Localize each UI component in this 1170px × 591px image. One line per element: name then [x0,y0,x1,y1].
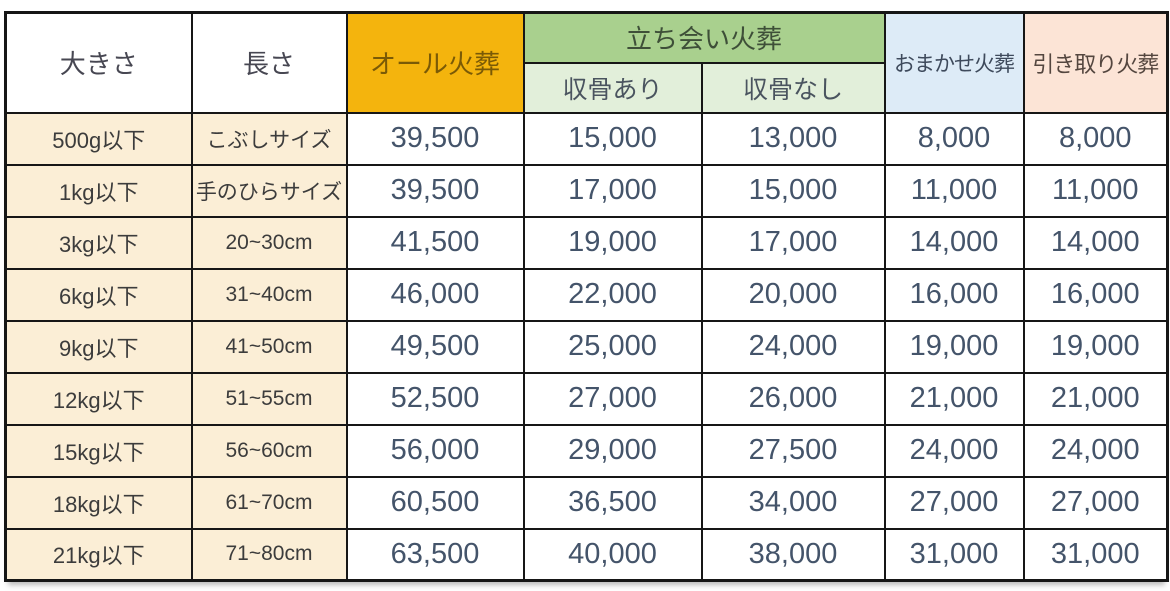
price-pickup-cremation: 11,000 [1022,163,1169,218]
col-header-size: 大きさ [4,11,193,114]
row-length-label: 71~80cm [190,527,348,582]
price-attended-without-bones: 24,000 [700,319,886,374]
price-omakase-cremation: 24,000 [883,423,1025,478]
row-length-label: 20~30cm [190,215,348,270]
table-row: 12kg以下 51~55cm 52,500 27,000 26,000 21,000 21,… [4,371,1169,426]
table-row: 1kg以下 手のひらサイズ 39,500 17,000 15,000 11,000 11,0… [4,163,1169,218]
cremation-price-table: 大きさ 長さ オール火葬 立ち会い火葬 おまかせ火葬 引き取り火葬 収骨あり 収… [4,11,1170,582]
price-omakase-cremation: 8,000 [883,111,1025,166]
table-row: 500g以下 こぶしサイズ 39,500 15,000 13,000 8,000 8,000 [4,111,1169,166]
price-all-cremation: 52,500 [345,371,525,426]
price-attended-without-bones: 17,000 [700,215,886,270]
row-size-label: 18kg以下 [4,475,193,530]
table-row: 6kg以下 31~40cm 46,000 22,000 20,000 16,000 16,0… [4,267,1169,322]
table-row: 18kg以下 61~70cm 60,500 36,500 34,000 27,000 27,… [4,475,1169,530]
price-pickup-cremation: 8,000 [1022,111,1169,166]
col-header-bones-collected: 収骨あり [522,61,703,114]
row-length-label: こぶしサイズ [190,111,348,166]
col-header-attended-cremation: 立ち会い火葬 [522,11,886,64]
price-pickup-cremation: 27,000 [1022,475,1169,530]
price-all-cremation: 49,500 [345,319,525,374]
price-attended-with-bones: 40,000 [522,527,703,582]
row-size-label: 9kg以下 [4,319,193,374]
price-pickup-cremation: 16,000 [1022,267,1169,322]
price-attended-without-bones: 26,000 [700,371,886,426]
price-attended-with-bones: 15,000 [522,111,703,166]
price-attended-with-bones: 25,000 [522,319,703,374]
row-size-label: 3kg以下 [4,215,193,270]
price-attended-without-bones: 15,000 [700,163,886,218]
price-attended-without-bones: 27,500 [700,423,886,478]
col-header-all-cremation: オール火葬 [345,11,525,114]
price-attended-with-bones: 27,000 [522,371,703,426]
price-all-cremation: 56,000 [345,423,525,478]
row-size-label: 12kg以下 [4,371,193,426]
price-attended-with-bones: 17,000 [522,163,703,218]
row-size-label: 6kg以下 [4,267,193,322]
table-row: 3kg以下 20~30cm 41,500 19,000 17,000 14,000 14,0… [4,215,1169,270]
price-omakase-cremation: 16,000 [883,267,1025,322]
header-row-top: 大きさ 長さ オール火葬 立ち会い火葬 おまかせ火葬 引き取り火葬 [4,11,1169,114]
row-size-label: 15kg以下 [4,423,193,478]
price-omakase-cremation: 14,000 [883,215,1025,270]
price-omakase-cremation: 11,000 [883,163,1025,218]
price-all-cremation: 60,500 [345,475,525,530]
price-attended-without-bones: 38,000 [700,527,886,582]
table-row: 15kg以下 56~60cm 56,000 29,000 27,500 24,000 24,… [4,423,1169,478]
row-length-label: 31~40cm [190,267,348,322]
price-omakase-cremation: 19,000 [883,319,1025,374]
col-header-length: 長さ [190,11,348,114]
price-attended-without-bones: 20,000 [700,267,886,322]
price-pickup-cremation: 31,000 [1022,527,1169,582]
row-size-label: 1kg以下 [4,163,193,218]
row-length-label: 61~70cm [190,475,348,530]
table-row: 9kg以下 41~50cm 49,500 25,000 24,000 19,000 19,0… [4,319,1169,374]
row-length-label: 56~60cm [190,423,348,478]
header-row-sub: 収骨あり 収骨なし [6,61,1168,114]
price-all-cremation: 46,000 [345,267,525,322]
price-pickup-cremation: 14,000 [1022,215,1169,270]
price-attended-with-bones: 19,000 [522,215,703,270]
price-omakase-cremation: 21,000 [883,371,1025,426]
price-all-cremation: 63,500 [345,527,525,582]
price-pickup-cremation: 24,000 [1022,423,1169,478]
price-omakase-cremation: 31,000 [883,527,1025,582]
price-attended-with-bones: 29,000 [522,423,703,478]
price-all-cremation: 39,500 [345,163,525,218]
price-omakase-cremation: 27,000 [883,475,1025,530]
price-attended-with-bones: 36,500 [522,475,703,530]
row-length-label: 51~55cm [190,371,348,426]
price-all-cremation: 39,500 [345,111,525,166]
table-row: 21kg以下 71~80cm 63,500 40,000 38,000 31,000 31,… [4,527,1169,582]
price-pickup-cremation: 19,000 [1022,319,1169,374]
col-header-omakase-cremation: おまかせ火葬 [883,11,1025,114]
row-size-label: 500g以下 [4,111,193,166]
col-header-bones-not-collected: 収骨なし [700,61,886,114]
row-length-label: 41~50cm [190,319,348,374]
row-size-label: 21kg以下 [4,527,193,582]
price-all-cremation: 41,500 [345,215,525,270]
row-length-label: 手のひらサイズ [190,163,348,218]
price-attended-without-bones: 13,000 [700,111,886,166]
price-attended-with-bones: 22,000 [522,267,703,322]
col-header-pickup-cremation: 引き取り火葬 [1022,11,1169,114]
price-attended-without-bones: 34,000 [700,475,886,530]
price-pickup-cremation: 21,000 [1022,371,1169,426]
